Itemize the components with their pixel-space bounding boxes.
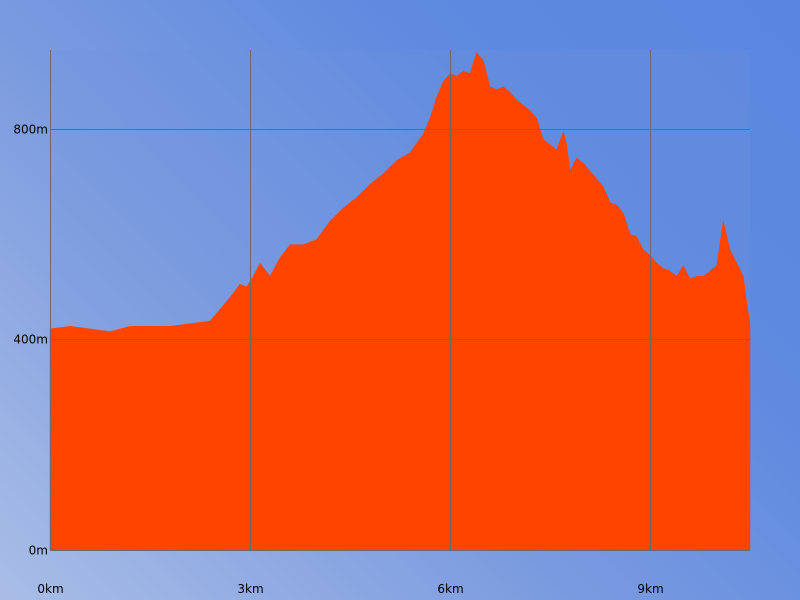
x-axis-ticks: 0km 3km 6km 9km [37, 582, 663, 596]
x-tick-label: 9km [637, 582, 663, 596]
y-tick-label: 0m [29, 544, 48, 558]
y-axis-ticks: 0m 400m 800m [13, 123, 48, 558]
x-tick-label: 6km [437, 582, 463, 596]
x-tick-label: 3km [237, 582, 263, 596]
x-tick-label: 0km [37, 582, 63, 596]
grid-lines [50, 50, 750, 551]
y-tick-label: 400m [13, 333, 48, 347]
y-tick-label: 800m [13, 123, 48, 137]
